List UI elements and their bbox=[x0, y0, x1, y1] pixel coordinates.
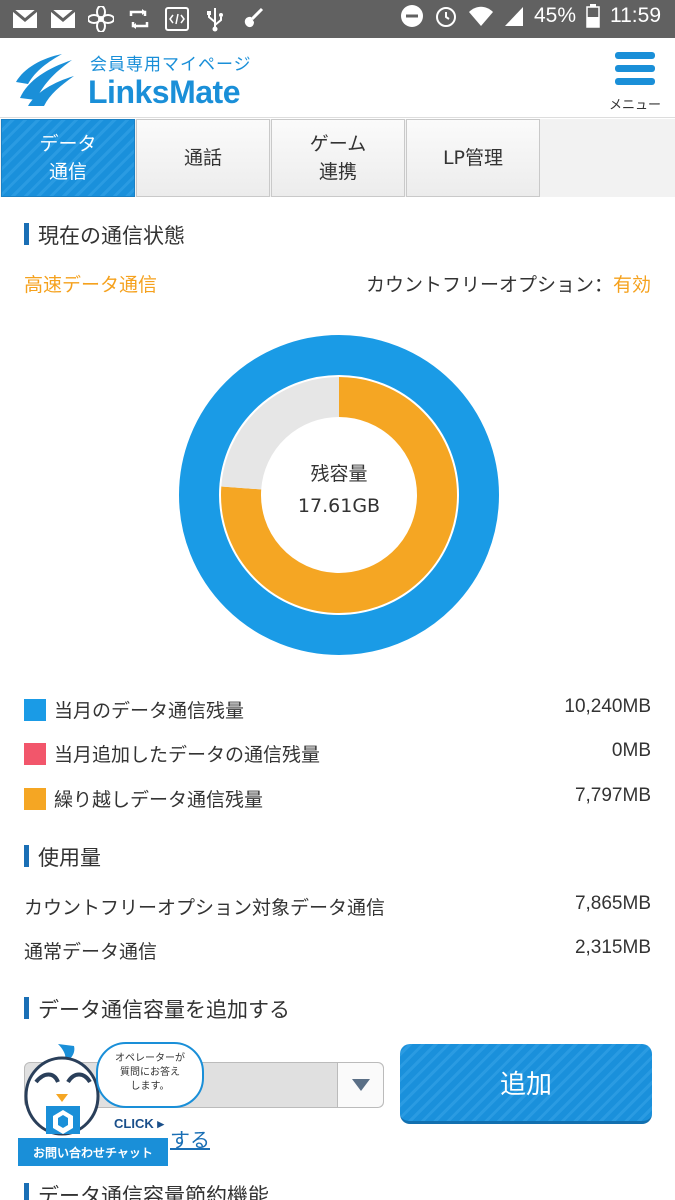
usage-value: 7,865MB bbox=[574, 893, 651, 914]
signal-icon bbox=[504, 7, 523, 26]
remaining-data-donut-chart bbox=[179, 335, 499, 655]
system-icons: 45% 11:59 bbox=[400, 4, 661, 28]
gmail-icon bbox=[12, 6, 38, 32]
legend-swatch bbox=[24, 743, 46, 765]
menu-button[interactable]: メニュー bbox=[603, 52, 667, 113]
code-icon bbox=[164, 6, 190, 32]
battery-icon bbox=[586, 4, 600, 28]
support-chat-widget[interactable]: オペレーターが 質問にお答え します。 CLICK ▸ お問い合わせチャット bbox=[18, 1042, 204, 1166]
menu-bar bbox=[615, 52, 655, 59]
tab-bar: データ通信 通話 ゲーム連携 LP管理 bbox=[0, 119, 675, 197]
bubble-text: します。 bbox=[130, 1081, 170, 1092]
section-title-saving: データ通信容量節約機能 bbox=[24, 1180, 269, 1200]
countfree-label: カウントフリーオプション： bbox=[365, 275, 613, 296]
menu-bar bbox=[615, 65, 655, 72]
select-dropdown-button[interactable] bbox=[337, 1063, 383, 1107]
fan-icon bbox=[88, 6, 114, 32]
logo-text[interactable]: LinksMate bbox=[88, 74, 240, 110]
usage-label: 通常データ通信 bbox=[24, 941, 158, 963]
status-bar: 45% 11:59 bbox=[0, 0, 675, 38]
legend-label: 当月追加したデータの通信残量 bbox=[54, 744, 321, 766]
triangle-down-icon bbox=[352, 1079, 370, 1091]
countfree-value: 有効 bbox=[612, 275, 651, 296]
linksmate-logo-icon[interactable] bbox=[14, 52, 76, 108]
add-button[interactable]: 追加 bbox=[400, 1044, 652, 1124]
remaining-label: 残容量 bbox=[310, 463, 368, 485]
tab-data[interactable]: データ 通信 bbox=[1, 119, 135, 197]
usage-label: カウントフリーオプション対象データ通信 bbox=[24, 897, 386, 919]
legend-value: 10,240MB bbox=[564, 696, 651, 717]
gmail-icon bbox=[50, 6, 76, 32]
remaining-value: 17.61GB bbox=[297, 495, 381, 517]
click-text: CLICK bbox=[114, 1116, 154, 1131]
tab-label: 連携 bbox=[318, 161, 357, 183]
section-title-status: 現在の通信状態 bbox=[24, 220, 185, 250]
add-link[interactable]: する bbox=[170, 1128, 210, 1152]
inner-ring-segment-1 bbox=[221, 377, 340, 491]
inner-ring-segment-0 bbox=[221, 377, 457, 613]
connection-mode: 高速データ通信 bbox=[24, 274, 158, 296]
usb-icon bbox=[202, 6, 228, 32]
countfree-status: カウントフリーオプション：有効 bbox=[366, 270, 651, 297]
legend-row-carryover: 繰り越しデータ通信残量 7,797MB bbox=[24, 785, 651, 812]
click-label: CLICK ▸ bbox=[114, 1116, 164, 1131]
legend-row-added: 当月追加したデータの通信残量 0MB bbox=[24, 740, 651, 767]
tab-label: 通話 bbox=[183, 147, 222, 169]
tab-call[interactable]: 通話 bbox=[136, 119, 270, 197]
dnd-icon bbox=[400, 5, 423, 27]
alarm-icon bbox=[435, 7, 456, 27]
legend-value: 0MB bbox=[611, 740, 651, 761]
menu-label: メニュー bbox=[608, 98, 661, 113]
wifi-icon bbox=[468, 6, 493, 26]
tab-label: ゲーム bbox=[309, 133, 367, 155]
mascot-bird-icon bbox=[24, 1044, 100, 1136]
menu-bar bbox=[615, 78, 655, 85]
legend-row-monthly: 当月のデータ通信残量 10,240MB bbox=[24, 696, 651, 723]
legend-swatch bbox=[24, 788, 46, 810]
section-title-usage: 使用量 bbox=[24, 842, 101, 872]
usage-row-normal: 通常データ通信 2,315MB bbox=[24, 937, 651, 964]
legend-label: 当月のデータ通信残量 bbox=[54, 700, 245, 722]
bubble-text: 質問にお答え bbox=[120, 1067, 180, 1078]
tab-game[interactable]: ゲーム 連携 bbox=[271, 119, 405, 197]
status-row: 高速データ通信 カウントフリーオプション：有効 bbox=[24, 270, 651, 297]
tab-label: LP管理 bbox=[442, 147, 504, 169]
logo-subtitle: 会員専用マイページ bbox=[90, 55, 252, 75]
tab-lp[interactable]: LP管理 bbox=[406, 119, 540, 197]
usage-row-countfree: カウントフリーオプション対象データ通信 7,865MB bbox=[24, 893, 651, 920]
legend-value: 7,797MB bbox=[574, 785, 651, 806]
chat-speech-bubble: オペレーターが 質問にお答え します。 bbox=[96, 1042, 204, 1108]
legend-swatch bbox=[24, 699, 46, 721]
donut-center-label: 残容量 17.61GB bbox=[179, 458, 499, 522]
battery-percent: 45% bbox=[533, 4, 576, 27]
notification-icons bbox=[12, 6, 266, 32]
app-header: 会員専用マイページ LinksMate メニュー bbox=[0, 38, 675, 118]
legend-label: 繰り越しデータ通信残量 bbox=[54, 789, 264, 811]
retweet-icon bbox=[126, 6, 152, 32]
clock: 11:59 bbox=[610, 4, 661, 27]
tab-label: 通信 bbox=[48, 161, 87, 183]
guitar-icon bbox=[240, 6, 266, 32]
chat-bar[interactable]: お問い合わせチャット bbox=[18, 1138, 168, 1166]
outer-ring-segment-0 bbox=[179, 335, 499, 655]
usage-value: 2,315MB bbox=[574, 937, 651, 958]
section-title-add: データ通信容量を追加する bbox=[24, 994, 290, 1024]
tab-label: データ bbox=[39, 133, 97, 155]
bubble-text: オペレーターが bbox=[115, 1053, 185, 1064]
